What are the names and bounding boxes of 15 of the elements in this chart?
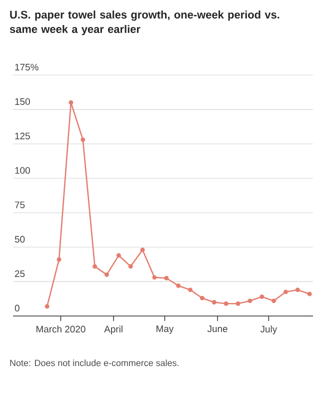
y-tick-label: 0: [14, 304, 20, 312]
y-tick-label: 25: [14, 270, 25, 278]
text: Note: Does not include e-commerce sales.: [10, 360, 178, 366]
x-tick-label: July: [260, 326, 278, 334]
y-tick-label: 150: [15, 98, 30, 105]
y-tick-label: 50: [14, 236, 25, 243]
y-tick-label: 175%: [15, 64, 38, 70]
x-tick-label: June: [207, 326, 228, 332]
chart-title: U.S. paper towel sales growth, one-week period vs. same week a year earlier: [10, 10, 280, 36]
y-tick-label: 100: [15, 167, 30, 174]
x-tick-label: May: [156, 326, 174, 334]
x-tick-label: March 2020: [36, 326, 86, 332]
y-tick-label: 75: [15, 202, 25, 208]
x-tick-label: April: [104, 326, 122, 334]
y-tick-label: 125: [15, 132, 30, 140]
